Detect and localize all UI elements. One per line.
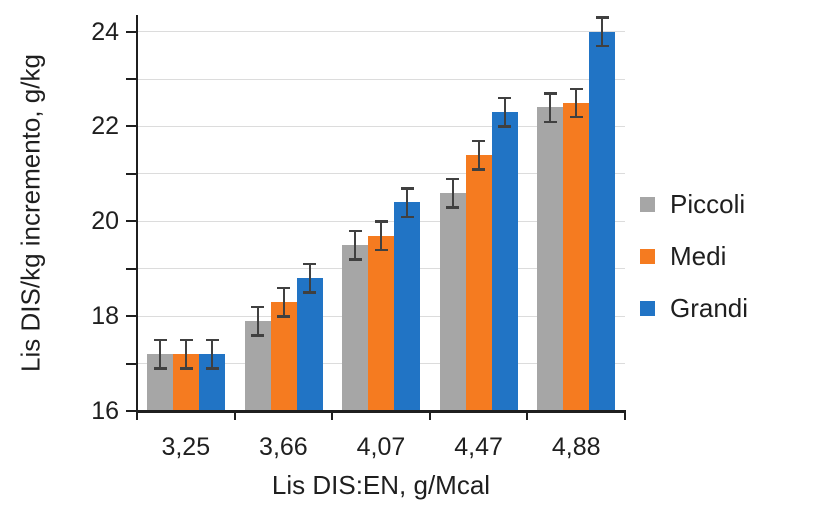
y-tick-16: [126, 410, 137, 412]
y-tick-20: [126, 220, 137, 223]
legend-swatch-icon: [640, 197, 655, 212]
gridline-y-21: [137, 173, 625, 175]
error-bar-line-1-3: [477, 140, 480, 170]
error-bar-cap-bottom-0-2: [348, 258, 362, 261]
error-bar-cap-bottom-0-3: [446, 206, 460, 209]
error-bar-line-0-2: [354, 230, 357, 260]
error-bar-line-0-3: [451, 178, 454, 208]
bar-grandi-3: [491, 112, 518, 411]
error-bar-cap-bottom-1-3: [472, 168, 486, 171]
error-bar-cap-bottom-1-2: [374, 248, 388, 252]
legend-item-medi: Medi: [640, 241, 748, 272]
legend-item-grandi: Grandi: [640, 293, 748, 324]
error-bar-cap-top-0-1: [251, 305, 265, 309]
error-bar-line-2-1: [308, 263, 311, 293]
error-bar-cap-top-1-2: [374, 220, 388, 223]
bar-medi-3: [465, 154, 492, 411]
legend-swatch-icon: [640, 249, 655, 264]
legend-label: Medi: [670, 241, 727, 271]
y-tick-label-18: 18: [91, 302, 119, 331]
bar-medi-1: [270, 301, 297, 411]
x-category-label-3: 4,47: [454, 433, 503, 461]
error-bar-cap-top-2-1: [303, 262, 317, 266]
error-bar-cap-bottom-2-0: [205, 367, 219, 370]
gridline-y-24: [137, 31, 625, 33]
error-bar-cap-bottom-0-4: [543, 120, 557, 124]
error-bar-cap-bottom-1-0: [179, 367, 193, 370]
x-tick-5: [624, 411, 626, 420]
bar-piccoli-2: [342, 245, 369, 411]
error-bar-cap-top-1-4: [569, 87, 583, 90]
error-bar-cap-bottom-0-0: [153, 367, 167, 370]
y-tick-23: [126, 78, 137, 81]
bar-grandi-2: [394, 202, 421, 411]
error-bar-cap-top-2-4: [595, 16, 609, 19]
x-axis-title: Lis DIS:EN, g/Mcal: [271, 470, 491, 500]
error-bar-line-1-2: [380, 221, 383, 250]
error-bar-cap-top-1-3: [472, 139, 486, 143]
y-tick-label-20: 20: [91, 207, 119, 236]
x-category-label-1: 3,66: [259, 433, 308, 461]
error-bar-cap-top-0-0: [153, 338, 167, 342]
error-bar-line-2-2: [406, 188, 409, 217]
y-tick-18: [126, 315, 137, 318]
error-bar-cap-top-2-3: [498, 96, 512, 100]
error-bar-cap-top-2-2: [400, 187, 414, 190]
y-tick-label-16: 16: [91, 397, 119, 425]
y-tick-21: [126, 172, 137, 175]
error-bar-cap-bottom-0-1: [251, 334, 265, 337]
error-bar-line-2-3: [503, 97, 506, 127]
error-bar-cap-top-1-1: [277, 286, 291, 290]
error-bar-cap-top-2-0: [205, 338, 219, 342]
x-category-label-2: 4,07: [356, 433, 406, 461]
y-tick-19: [126, 267, 137, 270]
legend: Piccoli Medi Grandi: [640, 189, 748, 345]
gridline-y-22: [137, 125, 625, 127]
y-axis-line: [136, 15, 138, 420]
legend-item-piccoli: Piccoli: [640, 189, 748, 220]
bar-medi-2: [368, 235, 395, 411]
y-tick-label-24: 24: [91, 17, 119, 46]
legend-label: Grandi: [670, 293, 749, 323]
x-axis-line: [136, 410, 626, 413]
x-tick-3: [428, 411, 431, 420]
error-bar-cap-top-0-3: [446, 177, 460, 181]
gridline-y-23: [137, 78, 625, 80]
error-bar-cap-bottom-1-4: [569, 115, 583, 119]
y-tick-24: [126, 30, 137, 33]
error-bar-cap-bottom-2-1: [303, 291, 317, 294]
bar-piccoli-4: [537, 107, 564, 411]
error-bar-line-0-4: [549, 93, 552, 122]
y-tick-22: [126, 125, 137, 128]
error-bar-cap-bottom-2-3: [498, 125, 512, 128]
x-tick-4: [526, 411, 529, 420]
error-bar-cap-top-0-2: [348, 229, 362, 233]
x-tick-2: [331, 411, 334, 420]
legend-swatch-icon: [640, 301, 655, 316]
error-bar-cap-top-1-0: [179, 338, 193, 342]
x-category-label-0: 3,25: [161, 433, 211, 461]
bar-medi-4: [563, 102, 590, 411]
error-bar-line-2-0: [211, 339, 213, 369]
error-bar-line-0-1: [256, 306, 259, 336]
error-bar-line-1-4: [575, 88, 578, 117]
x-category-label-4: 4,88: [551, 433, 601, 461]
error-bar-cap-bottom-1-1: [277, 315, 291, 318]
y-tick-label-22: 22: [91, 112, 119, 141]
x-tick-1: [233, 411, 236, 420]
y-axis-title: Lis DIS/kg incremento, g/kg: [15, 54, 46, 372]
error-bar-cap-top-0-4: [543, 92, 557, 95]
legend-label: Piccoli: [670, 189, 746, 219]
error-bar-cap-bottom-2-4: [595, 44, 609, 48]
error-bar-cap-bottom-2-2: [400, 215, 414, 219]
y-tick-17: [126, 362, 137, 365]
error-bar-line-2-4: [601, 17, 604, 46]
bar-grandi-4: [589, 31, 616, 411]
error-bar-line-0-0: [159, 339, 161, 369]
error-bar-line-1-0: [185, 339, 187, 369]
bar-grandi-1: [296, 278, 323, 411]
error-bar-line-1-1: [282, 287, 285, 317]
bar-piccoli-3: [439, 192, 466, 411]
